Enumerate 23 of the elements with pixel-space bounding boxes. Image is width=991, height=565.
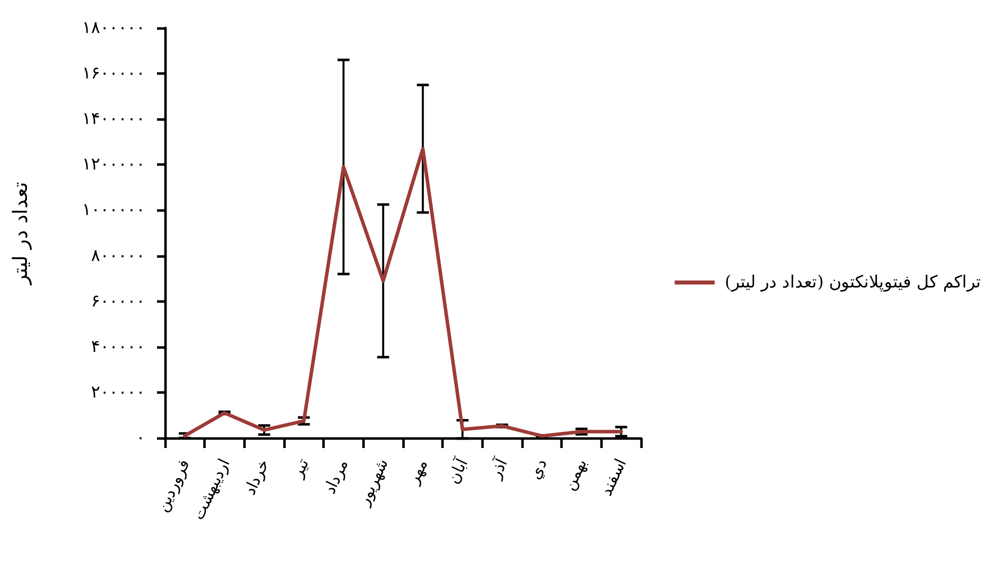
x-tick-label: دي [524, 456, 550, 482]
x-tick-label: اسفند [596, 456, 630, 498]
legend-label: تراکم کل فیتوپلانکتون (تعداد در لیتر) [724, 272, 982, 292]
x-tick-label: آبان [442, 454, 472, 487]
x-tick-label: خرداد [240, 456, 273, 498]
line-series [183, 146, 623, 438]
x-tick-label: آذر [484, 454, 512, 482]
y-tick-label: ۱۴۰۰۰۰۰ [82, 109, 145, 130]
x-tick-label: تیر [287, 456, 312, 482]
x-tick-label: مرداد [320, 456, 352, 497]
y-tick-label: ۱۲۰۰۰۰۰ [82, 154, 145, 175]
x-tick-label: مهر [403, 456, 432, 488]
x-tick-label: شهریور [353, 456, 392, 510]
y-tick-label: ۱۸۰۰۰۰۰ [82, 18, 145, 38]
y-axis-title: تعداد در لیتر [8, 182, 32, 286]
y-tick-label: ۲۰۰۰۰۰ [91, 382, 145, 402]
y-tick-label: ۶۰۰۰۰۰ [91, 291, 145, 312]
x-tick-label: بهمن [559, 456, 590, 494]
y-tick-label: ۴۰۰۰۰۰ [91, 336, 145, 357]
y-tick-label: ۸۰۰۰۰۰ [91, 246, 145, 266]
y-tick-label: ۱۶۰۰۰۰۰ [82, 64, 145, 84]
y-tick-label: ۱۰۰۰۰۰۰ [82, 200, 145, 220]
y-tick-label: ۰ [136, 428, 145, 448]
